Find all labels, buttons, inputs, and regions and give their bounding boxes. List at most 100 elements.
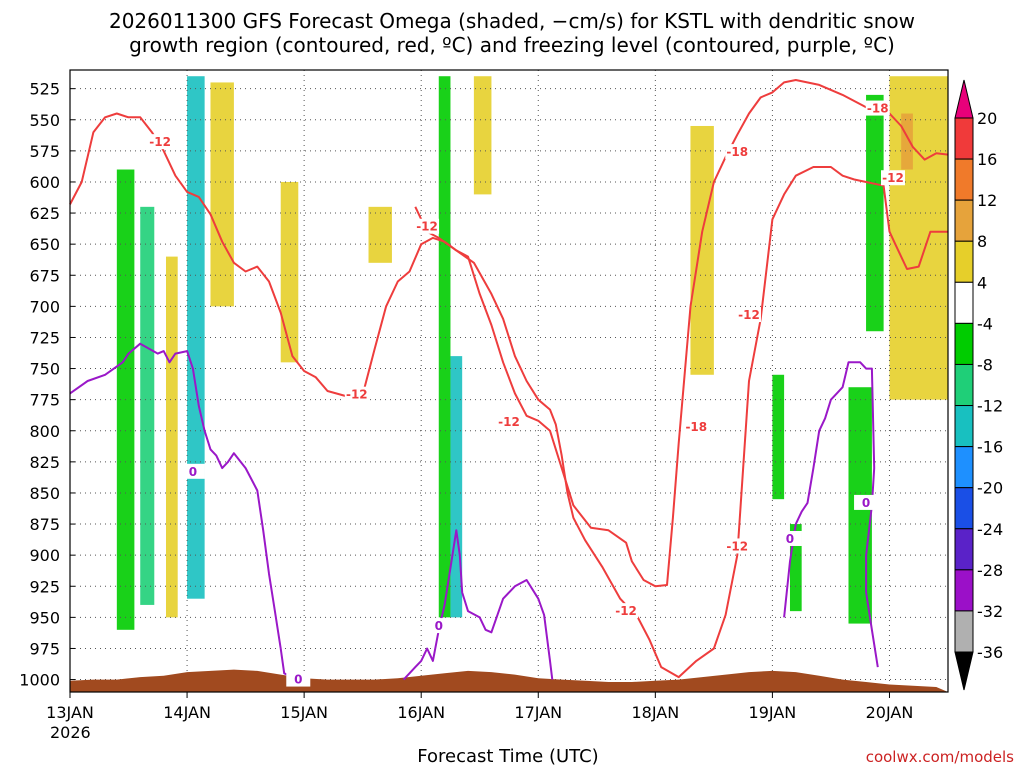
omega-band-14 — [866, 94, 884, 332]
contour-label-3: -12 — [498, 415, 520, 429]
contour-label-bg-8 — [725, 144, 750, 160]
omega-band-9 — [473, 76, 492, 195]
x-tick-16JAN: 16JAN — [397, 703, 445, 722]
colorbar-top-arrow — [954, 79, 974, 119]
colorbar-tick-5: -4 — [977, 314, 993, 333]
contour-label-bg-2 — [415, 218, 440, 234]
colorbar-tick-11: -28 — [977, 561, 1003, 580]
colorbar-segment-13 — [954, 610, 974, 653]
plot-frame — [69, 69, 949, 693]
colorbar-segment-10 — [954, 487, 974, 530]
y-tick-900: 900 — [29, 546, 60, 565]
colorbar: 20 16 12 8 4 -4 -8 -12 -16 -20 -24 -28 -32 -36 — [954, 79, 1003, 691]
plot-area: -12 -12 -12 -12 -12 -18 -12 -12 -18 -18 -12 0 0 0 0 0 — [69, 69, 949, 693]
omega-band-2 — [165, 256, 178, 618]
contours — [69, 79, 949, 681]
colorbar-tick-8: -16 — [977, 438, 1003, 457]
colorbar-tick-3: 8 — [977, 232, 987, 251]
contour-label-bg-13 — [426, 618, 451, 634]
omega-band-10 — [690, 125, 714, 375]
x-tick-19JAN: 19JAN — [749, 703, 797, 722]
y-tick-850: 850 — [29, 484, 60, 503]
y-tick-650: 650 — [29, 235, 60, 254]
colorbar-segment-9 — [954, 446, 974, 489]
contour-label-14: 0 — [786, 532, 794, 546]
contour-label-bg-12 — [286, 671, 311, 687]
colorbar-segment-2 — [954, 158, 974, 201]
contour-label-4: -12 — [615, 604, 637, 618]
y-tick-575: 575 — [29, 142, 60, 161]
y-tick-775: 775 — [29, 391, 60, 410]
contour-label-bg-4 — [614, 603, 639, 619]
freezing-level-contour-b — [402, 529, 554, 681]
colorbar-tick-13: -36 — [977, 643, 1003, 662]
colorbar-segment-7 — [954, 363, 974, 407]
contour-label-0: -12 — [149, 135, 171, 149]
contour-label-bg-11 — [180, 463, 205, 479]
freezing-level-contour-c — [783, 361, 879, 668]
contour-label-8: -18 — [726, 145, 748, 159]
colorbar-tick-9: -20 — [977, 479, 1003, 498]
contour-label-bg-14 — [777, 530, 802, 546]
y-tick-825: 825 — [29, 453, 60, 472]
contour-label-9: -18 — [867, 102, 889, 116]
colorbar-tick-1: 16 — [977, 150, 997, 169]
contour-label-bg-10 — [880, 170, 905, 186]
omega-band-12 — [789, 524, 802, 612]
y-tick-925: 925 — [29, 577, 60, 596]
contour-label-1: -12 — [346, 388, 368, 402]
credit-text: coolwx.com/models — [866, 748, 1014, 766]
y-tick-700: 700 — [29, 297, 60, 316]
y-tick-875: 875 — [29, 515, 60, 534]
colorbar-segment-6 — [954, 322, 974, 365]
x-tick-20JAN: 20JAN — [866, 703, 914, 722]
contour-label-bg-9 — [865, 100, 890, 116]
colorbar-tick-0: 20 — [977, 109, 997, 128]
colorbar-tick-7: -12 — [977, 397, 1003, 416]
y-tick-600: 600 — [29, 173, 60, 192]
x-tick-15JAN: 15JAN — [280, 703, 328, 722]
dgz-contour-lower — [414, 166, 948, 679]
omega-band-5 — [280, 181, 299, 363]
y-tick-975: 975 — [29, 639, 60, 658]
contour-label-bg-1 — [344, 386, 369, 402]
colorbar-segment-12 — [954, 569, 974, 612]
omega-band-6 — [368, 206, 392, 263]
omega-band-1 — [140, 206, 155, 605]
y-tick-950: 950 — [29, 608, 60, 627]
omega-band-8 — [450, 356, 463, 618]
contour-label-bg-5 — [684, 419, 709, 435]
y-tick-800: 800 — [29, 422, 60, 441]
colorbar-tick-12: -32 — [977, 602, 1003, 621]
contour-label-2: -12 — [416, 220, 438, 234]
y-tick-1000: 1000 — [19, 671, 60, 690]
x-year-label: 2026 — [50, 723, 91, 742]
colorbar-segment-4 — [954, 240, 974, 283]
colorbar-segment-5 — [954, 281, 974, 324]
x-tick-14JAN: 14JAN — [163, 703, 211, 722]
contour-label-12: 0 — [294, 673, 302, 687]
x-axis-label: Forecast Time (UTC) — [417, 746, 598, 767]
colorbar-bottom-arrow — [954, 651, 974, 691]
y-tick-525: 525 — [29, 80, 60, 99]
x-axis: 13JAN 14JAN 15JAN 16JAN 17JAN 18JAN 19JAN 20JAN — [46, 692, 913, 722]
x-tick-17JAN: 17JAN — [514, 703, 562, 722]
contour-label-bg-3 — [497, 414, 521, 430]
contour-label-bg-0 — [148, 134, 173, 150]
omega-band-4 — [210, 82, 234, 307]
contour-label-11: 0 — [189, 465, 197, 479]
contour-label-15: 0 — [862, 496, 870, 510]
chart-title-line-1: 2026011300 GFS Forecast Omega (shaded, −… — [109, 9, 915, 33]
x-tick-13JAN: 13JAN — [46, 703, 94, 722]
contour-label-10: -12 — [882, 171, 904, 185]
colorbar-segment-11 — [954, 528, 974, 571]
contour-label-7: -12 — [726, 539, 748, 553]
y-axis: 525 550 575 600 625 650 675 700 725 750 775 800 825 8… — [19, 80, 75, 690]
colorbar-segment-8 — [954, 405, 974, 448]
y-tick-550: 550 — [29, 111, 60, 130]
omega-band-7 — [438, 76, 451, 618]
colorbar-segment-3 — [954, 199, 974, 242]
contour-label-bg-15 — [854, 494, 879, 510]
y-tick-675: 675 — [29, 266, 60, 285]
